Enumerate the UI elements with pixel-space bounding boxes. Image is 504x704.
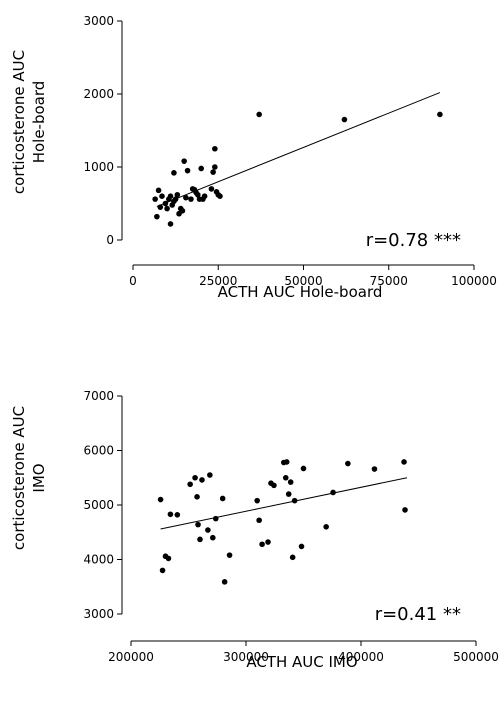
data-point [300, 465, 307, 472]
y-tick-label: 2000 [83, 87, 114, 101]
data-point [341, 116, 348, 123]
correlation-annotation: r=0.78 *** [366, 230, 461, 251]
x-tick-label: 100000 [451, 274, 497, 288]
data-point [195, 521, 201, 528]
x-tick-label: 25000 [199, 274, 237, 288]
data-point [167, 221, 174, 227]
data-point [208, 186, 215, 192]
y-tick-label: 5000 [83, 498, 114, 512]
data-point [271, 482, 277, 489]
x-tick-label: 300000 [223, 650, 269, 664]
data-point [171, 170, 177, 176]
y-tick-label: 7000 [83, 389, 114, 403]
data-point [210, 169, 216, 175]
y-tick-label: 6000 [83, 444, 114, 458]
data-point [256, 517, 262, 524]
y-tick-label: 3000 [83, 607, 114, 621]
data-point [172, 196, 179, 202]
data-point [192, 474, 198, 481]
y-axis-title-line1: corticosterone AUC [10, 50, 28, 194]
y-tick-label: 4000 [83, 553, 114, 567]
scatter-panel-imo: ACTH AUC IMO corticosterone AUC IMO r=0.… [10, 389, 499, 671]
data-point [157, 204, 164, 210]
data-point [179, 208, 186, 214]
data-point [291, 497, 298, 504]
data-point [205, 527, 211, 533]
data-point [298, 543, 305, 550]
data-point [285, 491, 292, 497]
data-point [187, 481, 193, 488]
y-tick-label: 0 [106, 233, 114, 247]
correlation-annotation: r=0.41 ** [375, 604, 461, 625]
data-point [212, 145, 218, 152]
data-point [345, 460, 351, 467]
data-point [194, 191, 201, 198]
data-point [323, 524, 329, 530]
x-tick-label: 50000 [284, 274, 322, 288]
data-point [181, 158, 187, 164]
data-point [401, 459, 407, 465]
data-point [199, 477, 205, 483]
y-axis-title-line1: corticosterone AUC [10, 406, 28, 550]
data-point [282, 474, 289, 481]
data-point [283, 459, 290, 465]
data-point [174, 191, 181, 198]
x-axis-title: ACTH AUC Hole-board [218, 283, 383, 301]
scatter-panel-hole-board: ACTH AUC Hole-board corticosterone AUC H… [10, 14, 497, 301]
data-point [159, 193, 165, 199]
data-point [221, 579, 228, 585]
data-point [152, 196, 158, 202]
data-point [188, 196, 194, 202]
data-point [259, 541, 265, 548]
y-tick-label: 1000 [83, 160, 114, 174]
data-point [174, 512, 181, 518]
data-point [226, 552, 233, 558]
data-point [212, 164, 218, 170]
data-point [157, 496, 164, 503]
x-tick-label: 75000 [370, 274, 408, 288]
data-point [210, 534, 216, 541]
data-point [154, 213, 160, 220]
data-point [256, 111, 262, 118]
data-point [289, 554, 296, 561]
y-tick-label: 3000 [83, 14, 114, 28]
data-point [197, 536, 203, 543]
data-point [217, 193, 223, 199]
data-point [437, 111, 443, 118]
y-axis-title-line2: Hole-board [30, 81, 48, 164]
data-point [207, 472, 213, 478]
x-tick-label: 400000 [338, 650, 384, 664]
data-point [371, 466, 378, 472]
data-point [155, 187, 162, 194]
data-point [402, 507, 408, 513]
regression-line [160, 477, 408, 530]
data-point [167, 511, 174, 518]
data-point [287, 479, 294, 485]
data-point [184, 167, 191, 174]
data-point [194, 494, 200, 500]
x-tick-label: 500000 [453, 650, 499, 664]
data-point [167, 193, 174, 199]
data-point [330, 489, 336, 496]
regression-line [156, 92, 441, 207]
x-tick-label: 200000 [108, 650, 154, 664]
y-axis-title-line2: IMO [30, 463, 48, 492]
data-point [183, 194, 189, 201]
data-point [219, 495, 226, 502]
data-point [159, 567, 166, 574]
data-point [165, 555, 172, 562]
data-point [201, 193, 208, 199]
data-point [254, 497, 260, 504]
data-point [198, 165, 204, 172]
x-tick-label: 0 [129, 274, 137, 288]
x-axis-title: ACTH AUC IMO [246, 653, 357, 671]
data-point [164, 205, 170, 212]
data-point [212, 515, 219, 522]
data-point [162, 200, 169, 207]
data-point [265, 539, 271, 545]
